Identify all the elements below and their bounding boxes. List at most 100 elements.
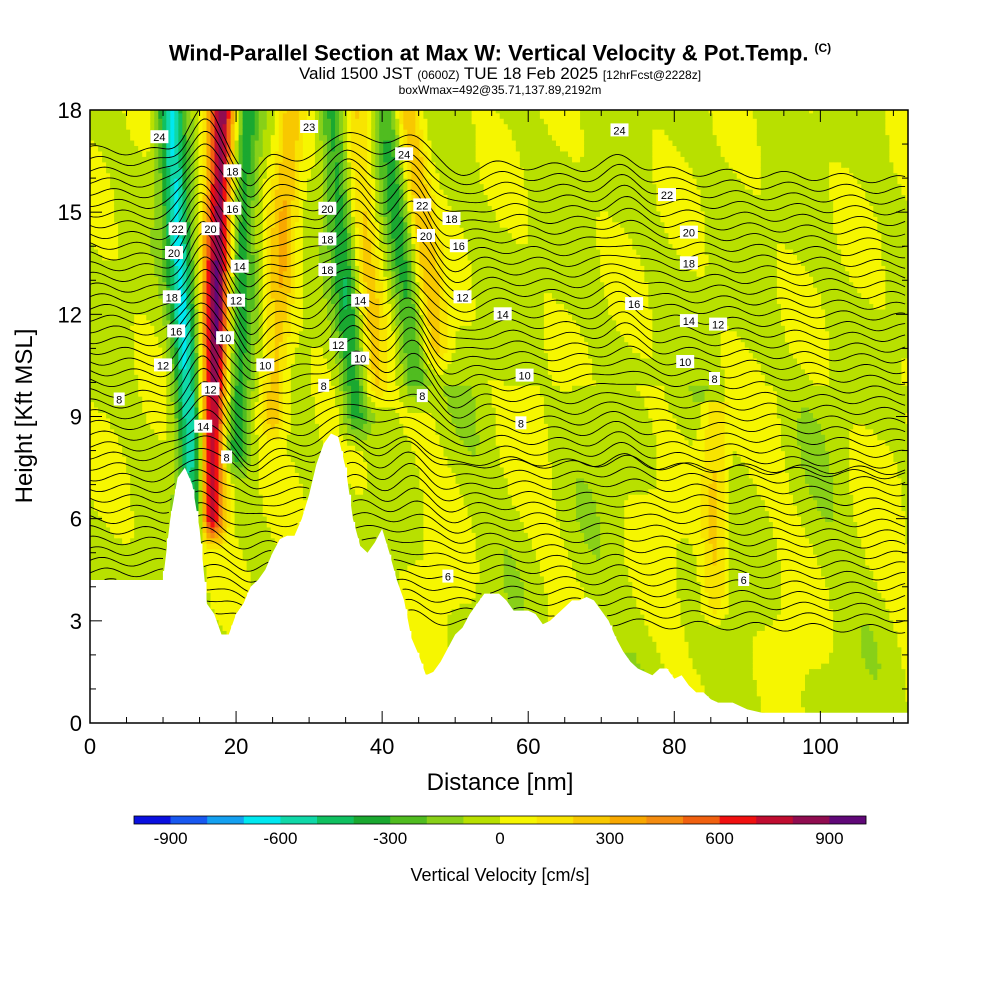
velocity-cell xyxy=(174,385,179,392)
velocity-cell xyxy=(126,281,131,288)
velocity-cell xyxy=(250,276,256,283)
velocity-cell xyxy=(278,374,284,381)
velocity-cell xyxy=(286,118,292,125)
velocity-cell xyxy=(102,483,107,490)
velocity-cell xyxy=(230,390,236,397)
velocity-cell xyxy=(150,110,155,114)
velocity-cell xyxy=(218,461,224,468)
velocity-cell xyxy=(331,325,336,332)
velocity-cell xyxy=(198,472,204,479)
velocity-cell xyxy=(254,314,260,321)
velocity-cell xyxy=(210,254,216,261)
velocity-cell xyxy=(230,319,236,326)
velocity-cell xyxy=(186,194,192,201)
velocity-cell xyxy=(134,319,139,326)
velocity-cell xyxy=(214,303,220,310)
velocity-cell xyxy=(246,379,252,386)
velocity-cell xyxy=(298,385,304,392)
velocity-cell xyxy=(282,505,288,512)
velocity-cell xyxy=(186,423,192,430)
velocity-cell xyxy=(238,276,244,283)
velocity-cell xyxy=(118,156,123,163)
velocity-cell xyxy=(214,575,220,582)
velocity-cell xyxy=(290,265,296,272)
velocity-cell xyxy=(98,221,103,228)
velocity-cell xyxy=(246,118,252,125)
velocity-cell xyxy=(278,238,284,245)
velocity-cell xyxy=(166,336,171,343)
velocity-cell xyxy=(314,243,320,250)
velocity-cell xyxy=(242,243,248,250)
velocity-cell xyxy=(118,110,123,114)
velocity-cell xyxy=(118,238,123,245)
velocity-cell xyxy=(294,145,300,152)
velocity-cell xyxy=(314,178,320,185)
velocity-cell xyxy=(118,194,123,201)
velocity-cell xyxy=(202,352,208,359)
velocity-cell xyxy=(214,532,220,539)
velocity-cell xyxy=(302,210,308,217)
velocity-cell xyxy=(290,434,296,441)
velocity-cell xyxy=(302,347,308,354)
velocity-cell xyxy=(222,227,228,234)
velocity-cell xyxy=(170,156,175,163)
velocity-cell xyxy=(314,221,320,228)
velocity-cell xyxy=(142,314,147,321)
velocity-cell xyxy=(186,110,192,114)
velocity-cell xyxy=(202,259,208,266)
velocity-cell xyxy=(182,205,188,212)
velocity-cell xyxy=(306,428,312,435)
velocity-cell xyxy=(302,259,308,266)
velocity-cell xyxy=(258,515,264,522)
velocity-cell xyxy=(290,287,296,294)
velocity-cell xyxy=(118,330,123,337)
velocity-cell xyxy=(222,189,228,196)
velocity-cell xyxy=(134,134,139,141)
velocity-cell xyxy=(158,439,163,446)
velocity-cell xyxy=(122,194,127,201)
velocity-cell xyxy=(262,396,268,403)
velocity-cell xyxy=(310,276,316,283)
velocity-cell xyxy=(318,110,324,114)
velocity-cell xyxy=(154,554,159,561)
velocity-cell xyxy=(126,167,131,174)
velocity-cell xyxy=(218,586,224,593)
velocity-cell xyxy=(142,276,147,283)
velocity-cell xyxy=(146,423,151,430)
velocity-cell xyxy=(254,554,260,561)
velocity-cell xyxy=(246,537,252,544)
velocity-cell xyxy=(186,210,192,217)
velocity-cell xyxy=(226,150,232,157)
velocity-cell xyxy=(106,254,111,261)
velocity-cell xyxy=(210,597,216,604)
velocity-cell xyxy=(130,270,135,277)
velocity-cell xyxy=(230,510,236,517)
velocity-cell xyxy=(102,347,107,354)
velocity-cell xyxy=(254,532,260,539)
velocity-cell xyxy=(294,461,300,468)
velocity-cell xyxy=(146,199,151,206)
velocity-cell xyxy=(206,183,212,190)
velocity-cell xyxy=(306,374,312,381)
velocity-cell xyxy=(290,161,296,168)
velocity-cell xyxy=(206,341,212,348)
velocity-cell xyxy=(134,308,139,315)
velocity-cell xyxy=(310,199,316,206)
velocity-cell xyxy=(198,385,204,392)
velocity-cell xyxy=(142,515,147,522)
velocity-cell xyxy=(110,259,115,266)
velocity-cell xyxy=(122,385,127,392)
velocity-cell xyxy=(154,259,159,266)
velocity-cell xyxy=(126,488,131,495)
velocity-cell xyxy=(298,139,304,147)
velocity-cell xyxy=(318,390,324,397)
velocity-cell xyxy=(246,396,252,403)
velocity-cell xyxy=(270,292,276,299)
velocity-cell xyxy=(174,379,179,386)
velocity-cell xyxy=(142,461,147,468)
velocity-cell xyxy=(286,445,292,452)
velocity-cell xyxy=(158,379,163,386)
velocity-cell xyxy=(298,368,304,375)
velocity-cell xyxy=(226,123,232,130)
velocity-cell xyxy=(218,614,224,621)
